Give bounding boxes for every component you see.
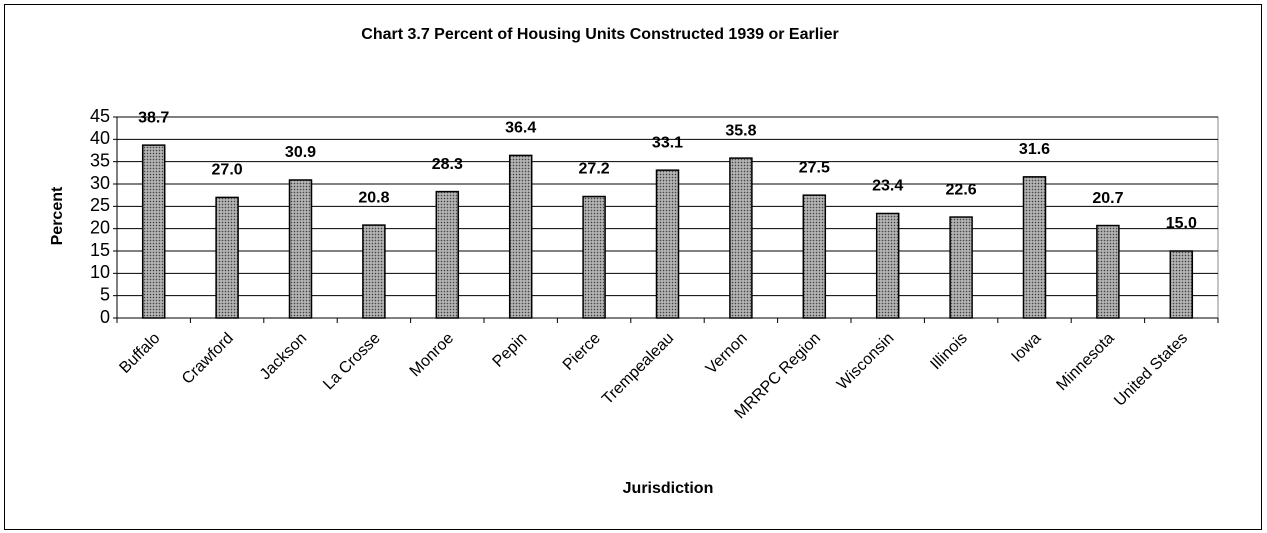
value-label: 22.6 <box>946 181 977 198</box>
y-tick-label: 5 <box>100 284 110 304</box>
value-label: 27.2 <box>579 161 610 178</box>
value-label: 20.8 <box>358 189 389 206</box>
y-tick-label: 45 <box>90 106 110 126</box>
bar <box>508 154 533 319</box>
y-tick-label: 40 <box>90 128 110 148</box>
value-label: 30.9 <box>285 144 316 161</box>
value-label: 31.6 <box>1019 141 1050 158</box>
bar <box>435 190 460 319</box>
y-tick-label: 20 <box>90 217 110 237</box>
bar <box>875 212 900 319</box>
value-label: 27.5 <box>799 159 830 176</box>
value-label: 23.4 <box>872 178 903 195</box>
bar <box>1169 250 1194 319</box>
bar <box>141 144 166 319</box>
bar <box>949 216 973 319</box>
y-axis-title: Percent <box>49 186 66 245</box>
bar <box>729 157 753 319</box>
y-tick-label: 0 <box>100 307 110 327</box>
value-label: 15.0 <box>1166 215 1197 232</box>
bar <box>215 196 239 319</box>
value-label: 28.3 <box>432 156 463 173</box>
value-label: 33.1 <box>652 134 683 151</box>
bar <box>802 194 827 319</box>
value-label: 35.8 <box>725 122 756 139</box>
y-tick-label: 15 <box>90 240 110 260</box>
bar <box>582 195 606 319</box>
y-tick-label: 35 <box>90 150 110 170</box>
bar <box>288 179 313 319</box>
bar <box>655 169 680 319</box>
bar <box>1096 224 1120 319</box>
bar <box>362 224 386 319</box>
bar <box>1022 176 1047 319</box>
value-label: 20.7 <box>1092 190 1123 207</box>
x-axis-title: Jurisdiction <box>623 480 714 497</box>
chart-title: Chart 3.7 Percent of Housing Units Const… <box>361 26 838 43</box>
y-tick-label: 25 <box>90 195 110 215</box>
y-tick-label: 10 <box>90 262 110 282</box>
y-tick-label: 30 <box>90 173 110 193</box>
value-label: 36.4 <box>505 120 536 137</box>
value-label: 27.0 <box>212 162 243 179</box>
value-label: 38.7 <box>138 109 169 126</box>
